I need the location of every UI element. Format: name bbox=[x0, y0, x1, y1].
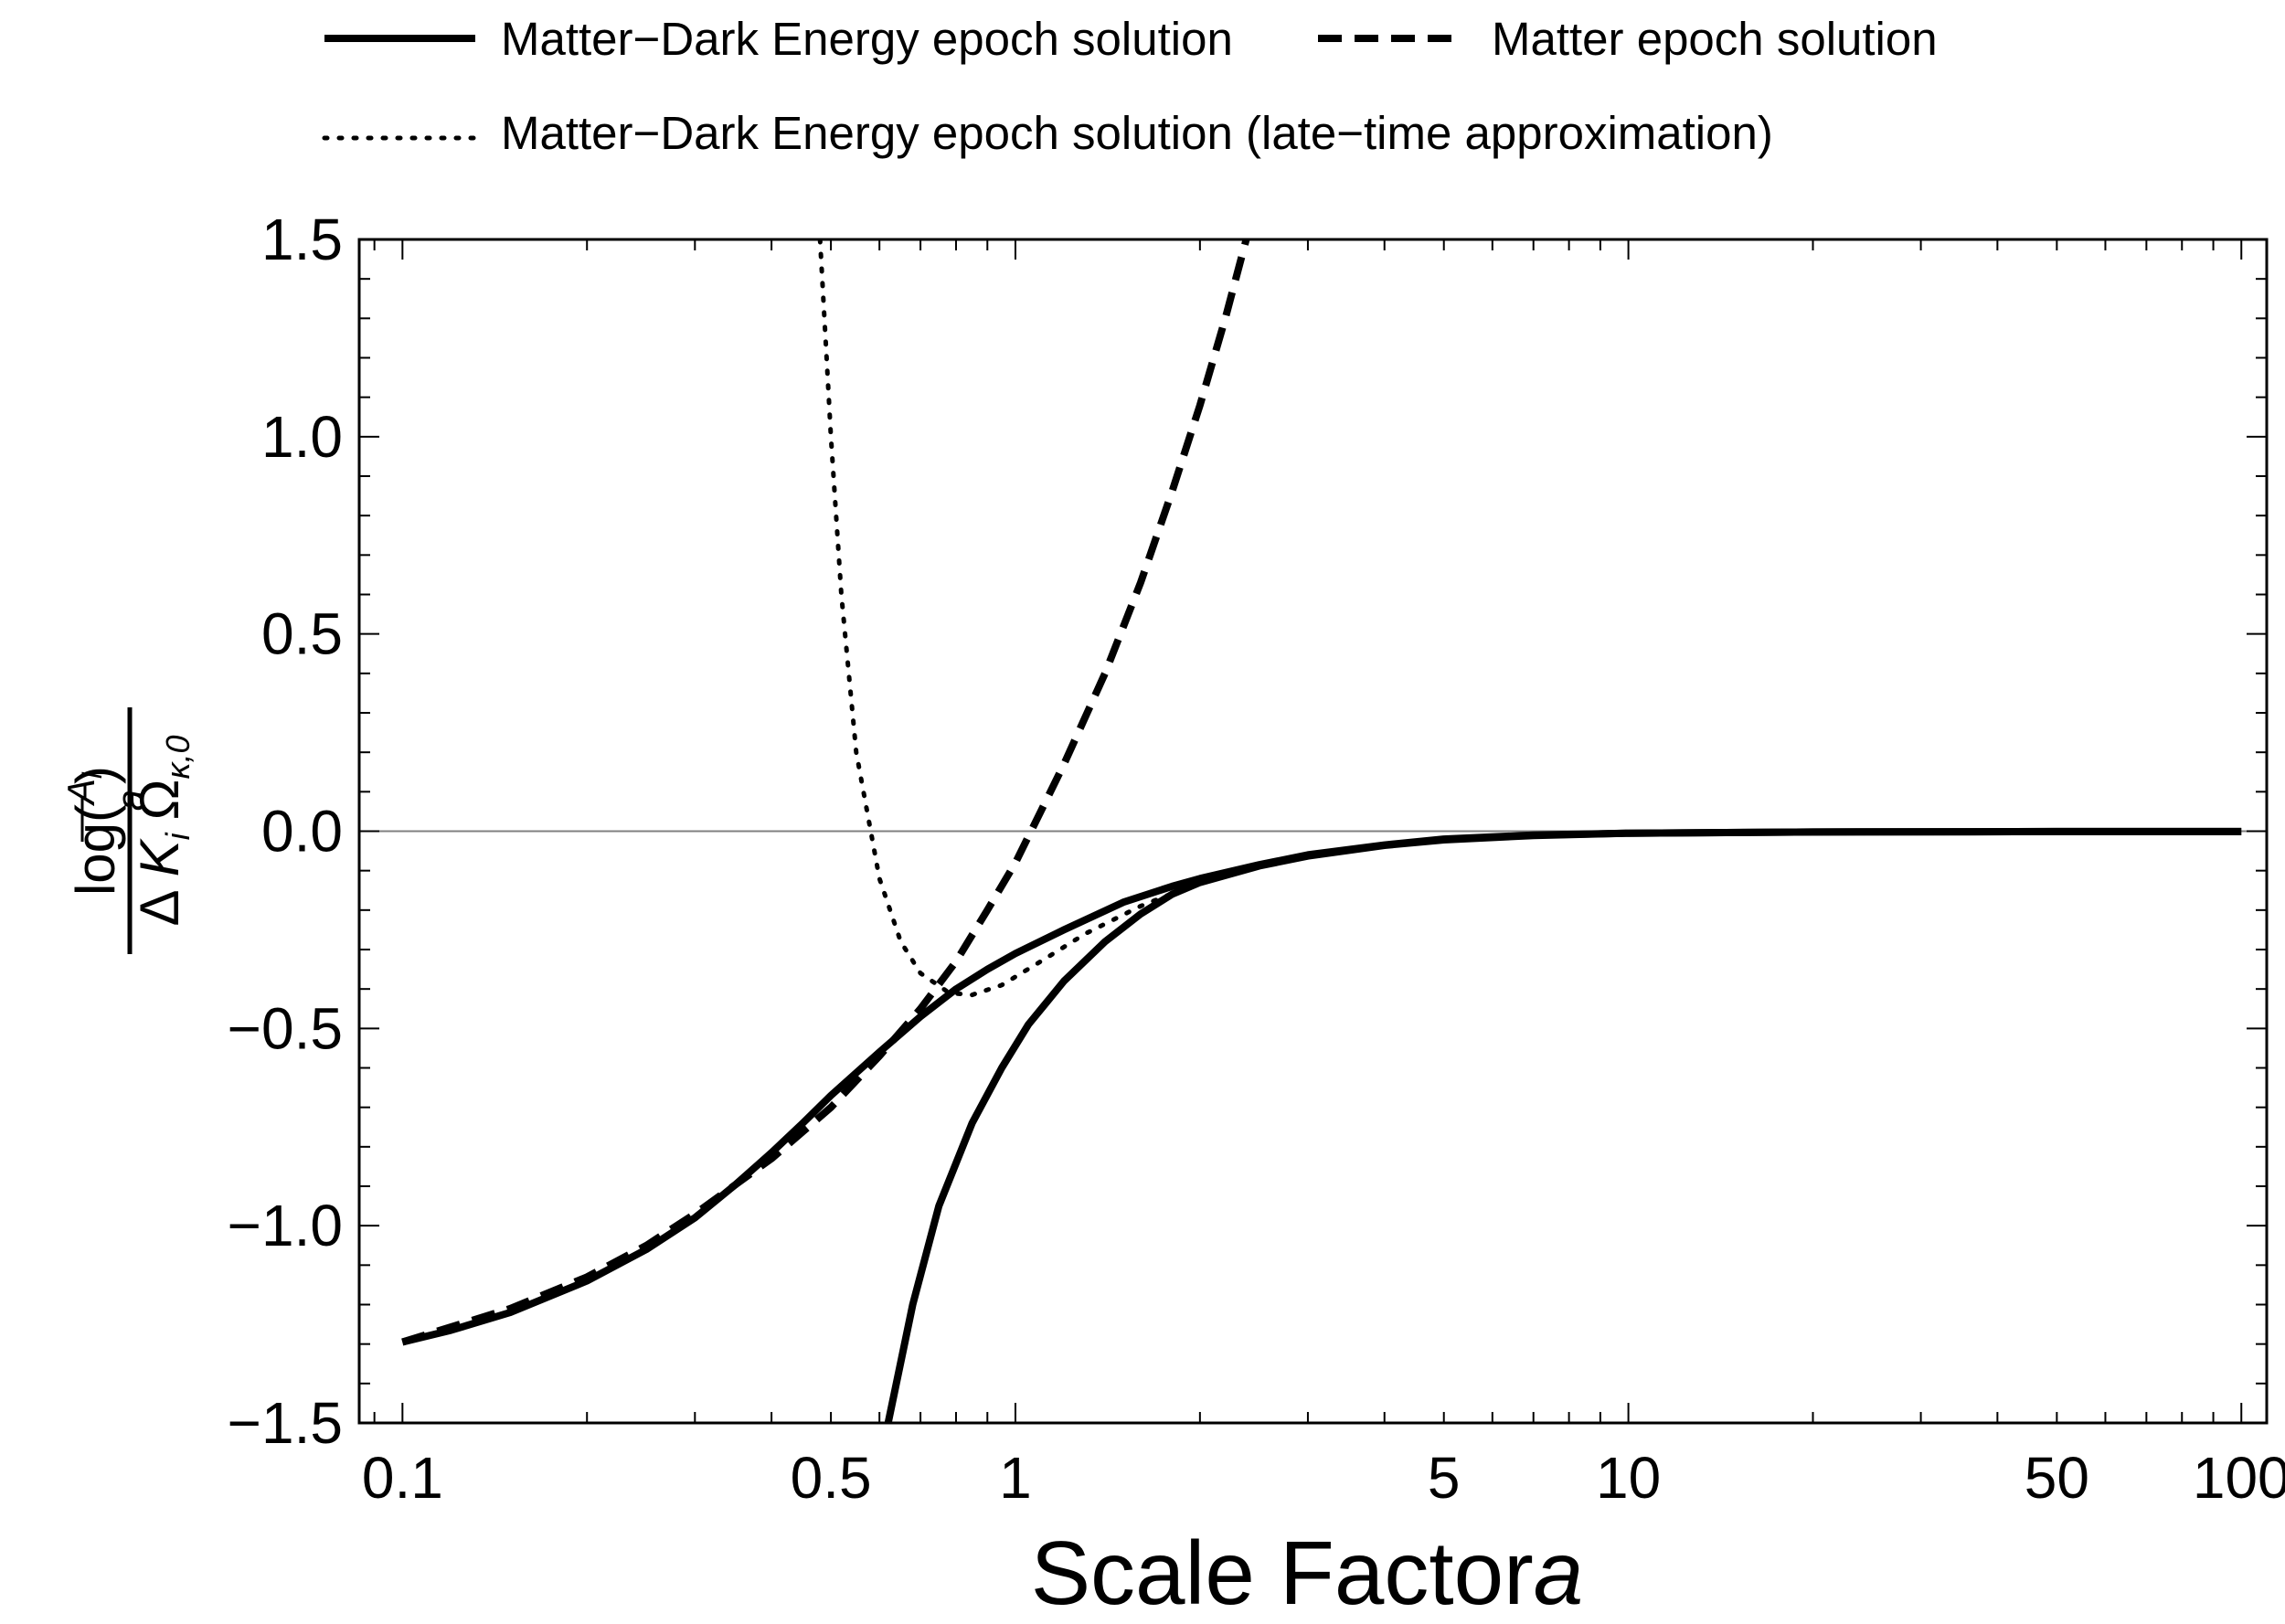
series-group bbox=[401, 239, 2244, 1423]
y-label-K: K bbox=[129, 837, 190, 876]
y-label-numerator: log(Aia) bbox=[59, 766, 152, 896]
y-tick-label: 0.5 bbox=[261, 601, 343, 667]
x-axis: 0.1 0.5 1 5 10 50 100 bbox=[362, 239, 2285, 1511]
y-label-omega-sub: κ,0 bbox=[159, 736, 197, 780]
y-label-delta: Δ bbox=[129, 889, 190, 926]
legend-label-dashed: Matter epoch solution bbox=[1492, 13, 1938, 65]
x-tick-label: 10 bbox=[1596, 1445, 1661, 1511]
x-tick-label: 100 bbox=[2193, 1445, 2285, 1511]
y-tick-label: −0.5 bbox=[228, 995, 343, 1061]
x-axis-label: Scale Factora bbox=[1031, 1523, 1584, 1623]
legend-label-solid: Matter−Dark Energy epoch solution bbox=[501, 13, 1233, 65]
series-dashed-1 bbox=[401, 239, 1250, 1346]
series-dotted-2 bbox=[817, 239, 2244, 998]
legend-label-dotted: Matter−Dark Energy epoch solution (late−… bbox=[501, 107, 1773, 159]
x-axis-label-text: Scale Factor bbox=[1031, 1523, 1534, 1623]
series-solid-0 bbox=[401, 827, 2242, 1346]
x-tick-label: 1 bbox=[999, 1445, 1032, 1511]
y-tick-label: −1.0 bbox=[228, 1193, 343, 1258]
y-tick-label: 1.5 bbox=[261, 207, 343, 272]
y-label-close: ) bbox=[65, 766, 126, 784]
legend: Matter−Dark Energy epoch solution Matter… bbox=[322, 13, 1938, 159]
y-label-K-sub: i bbox=[159, 832, 197, 840]
y-label-denominator: ΔKi Ωκ,0 bbox=[129, 736, 197, 927]
y-axis: 1.5 1.0 0.5 0.0 −0.5 −1.0 −1.5 bbox=[228, 207, 2267, 1456]
y-tick-label: 0.0 bbox=[261, 799, 343, 865]
x-tick-label: 5 bbox=[1428, 1445, 1461, 1511]
y-label-log: log( bbox=[65, 804, 126, 896]
x-tick-label: 50 bbox=[2025, 1445, 2089, 1511]
y-tick-label: −1.5 bbox=[228, 1390, 343, 1456]
y-axis-label: log(Aia) ΔKi Ωκ,0 bbox=[59, 707, 197, 954]
y-label-frac-num-sub: i bbox=[78, 771, 108, 779]
x-tick-label: 0.1 bbox=[362, 1445, 443, 1511]
x-tick-label: 0.5 bbox=[791, 1445, 872, 1511]
x-axis-label-var: a bbox=[1534, 1523, 1584, 1623]
series-solid-3 bbox=[884, 827, 2242, 1423]
y-tick-label: 1.0 bbox=[261, 404, 343, 470]
y-label-omega: Ω bbox=[129, 780, 190, 821]
